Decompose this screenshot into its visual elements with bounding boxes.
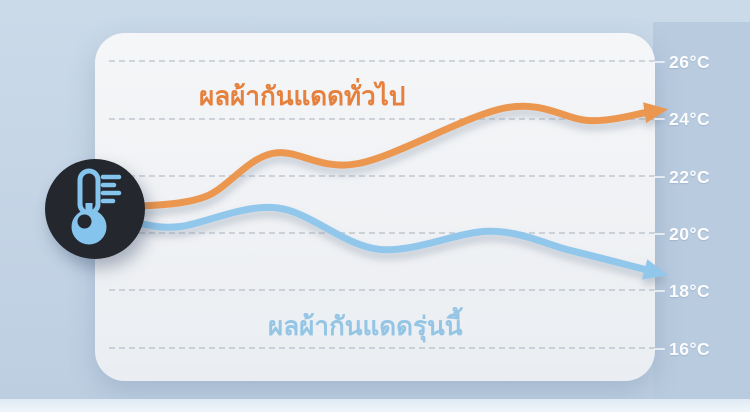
series-label-this-model-fabric: ผลผ้ากันแดดรุ่นนี้ bbox=[268, 311, 463, 341]
y-tick-18: 18°C bbox=[654, 280, 710, 302]
tick-label-16c: 16°C bbox=[669, 338, 711, 359]
gridline-22c bbox=[109, 175, 655, 177]
thermometer-icon bbox=[45, 159, 145, 259]
tick-dash bbox=[654, 290, 665, 292]
y-tick-16: 16°C bbox=[654, 338, 710, 360]
tick-dash bbox=[654, 61, 665, 63]
tick-label-22c: 22°C bbox=[669, 166, 711, 187]
gridline-18c bbox=[109, 289, 655, 291]
gridline-16c bbox=[109, 347, 655, 349]
tick-label-24c: 24°C bbox=[669, 108, 711, 129]
series-label-general-fabric: ผลผ้ากันแดดทั่วไป bbox=[199, 81, 406, 111]
tick-label-18c: 18°C bbox=[669, 280, 711, 301]
thermometer-badge bbox=[45, 159, 145, 259]
y-tick-22: 22°C bbox=[654, 166, 710, 188]
bottom-light-strip bbox=[0, 399, 750, 412]
gridline-20c bbox=[109, 232, 655, 234]
y-tick-20: 20°C bbox=[654, 223, 710, 245]
tick-dash bbox=[654, 348, 665, 350]
y-tick-24: 24°C bbox=[654, 108, 710, 130]
tick-label-20c: 20°C bbox=[669, 223, 711, 244]
gridline-24c bbox=[109, 118, 655, 120]
tick-dash bbox=[654, 233, 665, 235]
tick-dash bbox=[654, 118, 665, 120]
temperature-axis-band bbox=[653, 22, 750, 400]
gridline-26c bbox=[109, 60, 655, 62]
tick-dash bbox=[654, 176, 665, 178]
y-tick-26: 26°C bbox=[654, 51, 710, 73]
tick-label-26c: 26°C bbox=[669, 51, 711, 72]
